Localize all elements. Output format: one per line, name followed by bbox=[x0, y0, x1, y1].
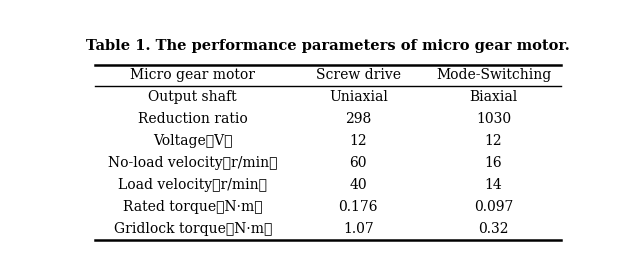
Text: 16: 16 bbox=[484, 156, 502, 170]
Text: Screw drive: Screw drive bbox=[316, 68, 401, 82]
Text: Table 1. The performance parameters of micro gear motor.: Table 1. The performance parameters of m… bbox=[86, 39, 570, 53]
Text: Rated torque（N·m）: Rated torque（N·m） bbox=[123, 200, 262, 214]
Text: 14: 14 bbox=[484, 178, 502, 192]
Text: 1.07: 1.07 bbox=[343, 222, 374, 236]
Text: 298: 298 bbox=[345, 112, 371, 126]
Text: Mode-Switching: Mode-Switching bbox=[436, 68, 551, 82]
Text: 1030: 1030 bbox=[476, 112, 511, 126]
Text: 40: 40 bbox=[349, 178, 367, 192]
Text: Load velocity（r/min）: Load velocity（r/min） bbox=[118, 178, 268, 192]
Text: 12: 12 bbox=[484, 134, 502, 148]
Text: Biaxial: Biaxial bbox=[469, 90, 518, 104]
Text: 0.32: 0.32 bbox=[478, 222, 509, 236]
Text: Output shaft: Output shaft bbox=[148, 90, 237, 104]
Text: Reduction ratio: Reduction ratio bbox=[138, 112, 248, 126]
Text: No-load velocity（r/min）: No-load velocity（r/min） bbox=[108, 156, 278, 170]
Text: 0.097: 0.097 bbox=[474, 200, 513, 214]
Text: Gridlock torque（N·m）: Gridlock torque（N·m） bbox=[114, 222, 272, 236]
Text: 60: 60 bbox=[349, 156, 367, 170]
Text: Micro gear motor: Micro gear motor bbox=[131, 68, 255, 82]
Text: 12: 12 bbox=[349, 134, 367, 148]
Text: Uniaxial: Uniaxial bbox=[329, 90, 388, 104]
Text: 0.176: 0.176 bbox=[339, 200, 378, 214]
Text: Voltage（V）: Voltage（V） bbox=[153, 134, 232, 148]
